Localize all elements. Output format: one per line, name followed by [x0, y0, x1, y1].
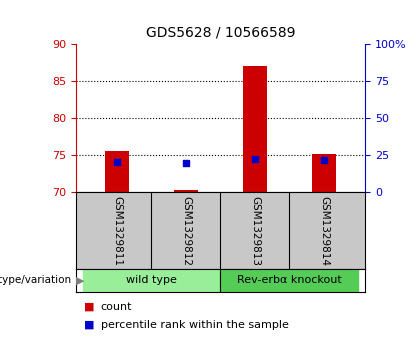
Text: GSM1329811: GSM1329811 — [112, 196, 122, 266]
Text: ▶: ▶ — [76, 276, 84, 285]
Bar — [174, 190, 198, 192]
Text: GSM1329814: GSM1329814 — [319, 196, 329, 266]
Title: GDS5628 / 10566589: GDS5628 / 10566589 — [146, 26, 295, 40]
Text: GSM1329813: GSM1329813 — [250, 196, 260, 266]
Text: percentile rank within the sample: percentile rank within the sample — [101, 320, 289, 330]
Text: ■: ■ — [84, 320, 94, 330]
Text: genotype/variation: genotype/variation — [0, 276, 71, 285]
Bar — [220, 269, 359, 292]
Bar — [105, 151, 129, 192]
Text: wild type: wild type — [126, 276, 177, 285]
Bar — [243, 66, 267, 192]
Text: ■: ■ — [84, 302, 94, 312]
Text: GSM1329812: GSM1329812 — [181, 196, 191, 266]
Bar — [312, 154, 336, 192]
Text: count: count — [101, 302, 132, 312]
Text: Rev-erbα knockout: Rev-erbα knockout — [237, 276, 342, 285]
Bar — [82, 269, 220, 292]
